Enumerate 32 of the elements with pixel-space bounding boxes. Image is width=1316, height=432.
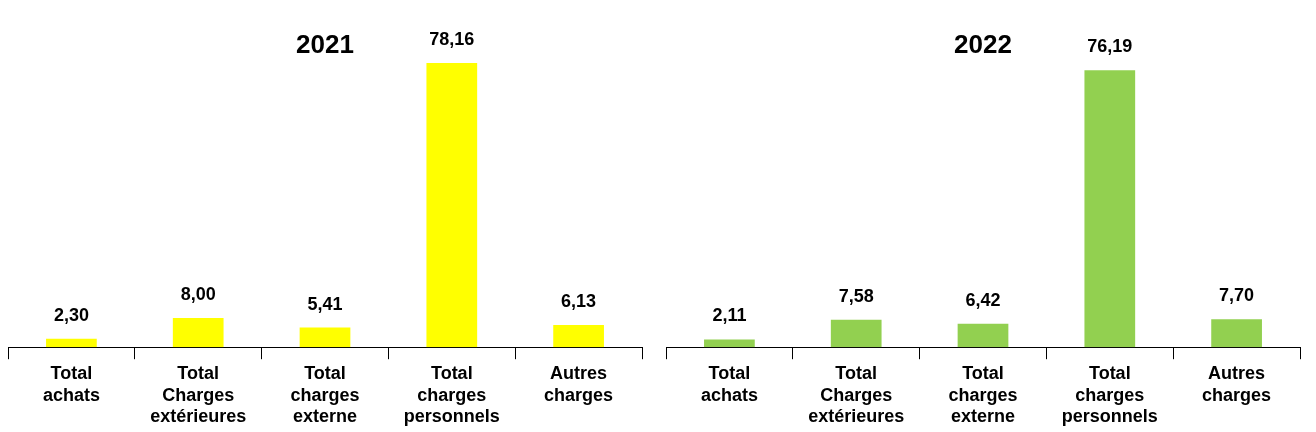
x-tick-label: Autres charges [1202, 362, 1272, 405]
x-tick-label: Autres charges [544, 362, 614, 405]
data-label: 76,19 [1087, 36, 1133, 57]
x-tick-label: Total charges externe [948, 362, 1018, 427]
bar [957, 323, 1009, 348]
bar [553, 324, 604, 348]
bar [1084, 70, 1136, 348]
data-label: 8,00 [180, 284, 216, 305]
bar [299, 327, 351, 348]
data-label: 7,70 [1219, 285, 1255, 306]
x-tick-label: Total achats [42, 362, 100, 405]
x-tick-label: Total Charges extérieures [808, 362, 905, 427]
bar [426, 63, 478, 348]
x-tick-label: Total Charges extérieures [150, 362, 247, 427]
x-tick-label: Total achats [700, 362, 758, 405]
data-label: 78,16 [429, 29, 475, 50]
bar [46, 338, 97, 348]
x-tick-label: Total charges personnels [403, 362, 500, 427]
chart-title: 2022 [954, 29, 1012, 60]
bar [172, 318, 224, 348]
data-label: 7,58 [838, 285, 874, 306]
chart-title: 2021 [296, 29, 354, 60]
data-label: 5,41 [307, 293, 343, 314]
x-tick-label: Total charges personnels [1061, 362, 1158, 427]
data-label: 2,30 [53, 304, 89, 325]
data-label: 6,42 [965, 289, 1001, 310]
bar [830, 319, 882, 348]
x-tick-label: Total charges externe [290, 362, 360, 427]
data-label: 6,13 [561, 290, 597, 311]
bar [1211, 319, 1262, 348]
data-label: 2,11 [712, 305, 747, 326]
bar [704, 339, 755, 348]
